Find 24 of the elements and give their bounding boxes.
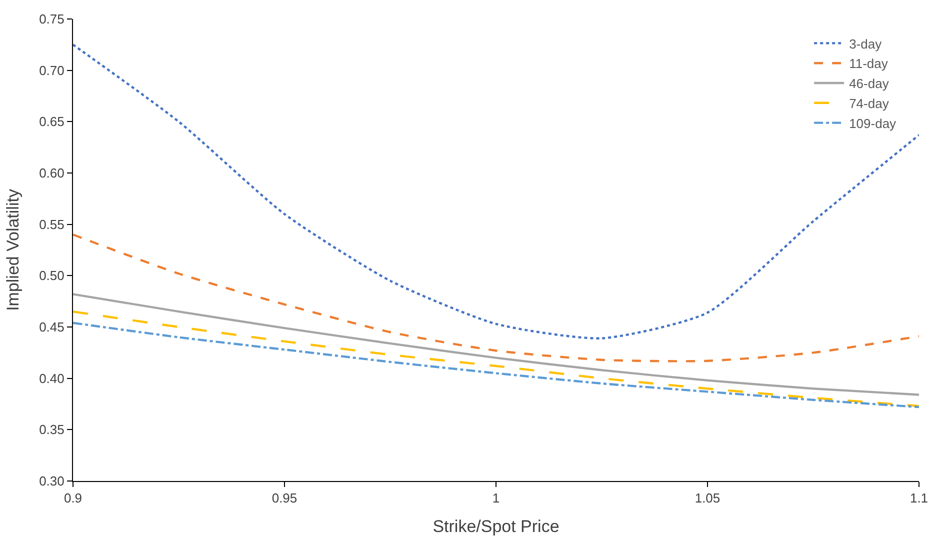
- y-tick-label: 0.65: [39, 114, 64, 130]
- y-axis-title: Implied Volatility: [4, 188, 23, 311]
- y-tick-label: 0.60: [39, 166, 64, 181]
- y-tick-label: 0.45: [39, 320, 64, 335]
- legend-label: 11-day: [849, 56, 888, 72]
- x-tick-label: 1: [492, 490, 500, 506]
- legend-label: 46-day: [849, 76, 890, 92]
- y-tick-label: 0.75: [39, 12, 64, 27]
- y-tick-label: 0.40: [39, 370, 64, 386]
- legend-label: 109-day: [849, 116, 897, 131]
- y-tick-label: 0.70: [39, 62, 64, 78]
- legend-label: 3-day: [849, 36, 882, 52]
- x-tick-label: 1.1: [910, 490, 928, 506]
- x-axis-title: Strike/Spot Price: [432, 517, 560, 536]
- legend-label: 74-day: [849, 96, 890, 111]
- y-tick-label: 0.30: [39, 474, 64, 489]
- y-tick-label: 0.50: [39, 268, 64, 284]
- x-tick-label: 0.95: [272, 490, 298, 506]
- line-series: [73, 293, 919, 396]
- x-tick-label: 1.05: [694, 490, 720, 506]
- line-series: [73, 234, 919, 362]
- y-tick-label: 0.35: [39, 422, 64, 438]
- y-tick-label: 0.55: [39, 216, 64, 232]
- x-tick-label: 0.9: [64, 490, 82, 506]
